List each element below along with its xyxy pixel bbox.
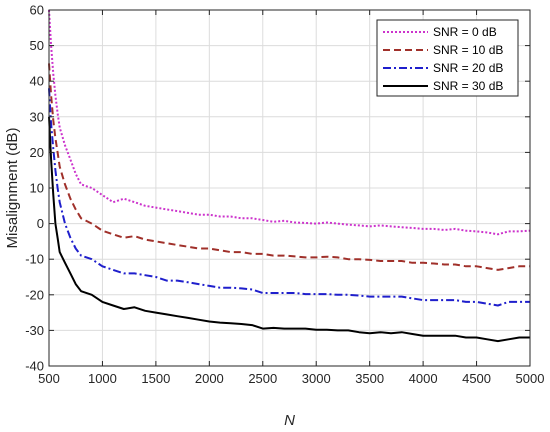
y-tick-label: 50 [30, 38, 44, 53]
y-tick-label: -30 [25, 323, 44, 338]
y-tick-label: -20 [25, 287, 44, 302]
x-tick-label: 500 [38, 371, 60, 386]
legend-label-2: SNR = 20 dB [433, 61, 503, 75]
y-tick-label: 30 [30, 109, 44, 124]
x-tick-label: 3000 [302, 371, 331, 386]
x-tick-label: 4500 [462, 371, 491, 386]
y-axis-label: Misalignment (dB) [4, 128, 21, 249]
axis-ticks: 500 1000 1500 2000 2500 3000 3500 4000 4500 5000-… [25, 3, 544, 387]
x-tick-label: 2000 [195, 371, 224, 386]
x-tick-label: 5000 [516, 371, 545, 386]
y-tick-label: -40 [25, 359, 44, 374]
series-line-3 [48, 116, 530, 343]
x-tick-label: 1500 [141, 371, 170, 386]
y-tick-label: -10 [25, 252, 44, 267]
x-tick-label: 3500 [355, 371, 384, 386]
legend-label-1: SNR = 10 dB [433, 43, 503, 57]
x-tick-label: 2500 [248, 371, 277, 386]
x-tick-label: 4000 [409, 371, 438, 386]
y-tick-label: 60 [30, 3, 44, 18]
y-tick-label: 10 [30, 181, 44, 196]
y-tick-label: 20 [30, 145, 44, 160]
legend-items: SNR = 0 dB SNR = 10 dB SNR = 20 dB SNR = 30… [383, 25, 503, 93]
series-layer [48, 9, 531, 343]
y-tick-label: 0 [37, 216, 44, 231]
legend-label-3: SNR = 30 dB [433, 79, 503, 93]
legend-label-0: SNR = 0 dB [433, 25, 497, 39]
x-tick-label: 1000 [88, 371, 117, 386]
series-line-2 [48, 88, 530, 307]
y-tick-label: 40 [30, 74, 44, 89]
series-line-1 [48, 63, 530, 271]
x-axis-label: N [284, 412, 295, 429]
legend: SNR = 0 dB SNR = 10 dB SNR = 20 dB SNR = 30… [376, 19, 519, 97]
series-line-0 [48, 9, 531, 236]
